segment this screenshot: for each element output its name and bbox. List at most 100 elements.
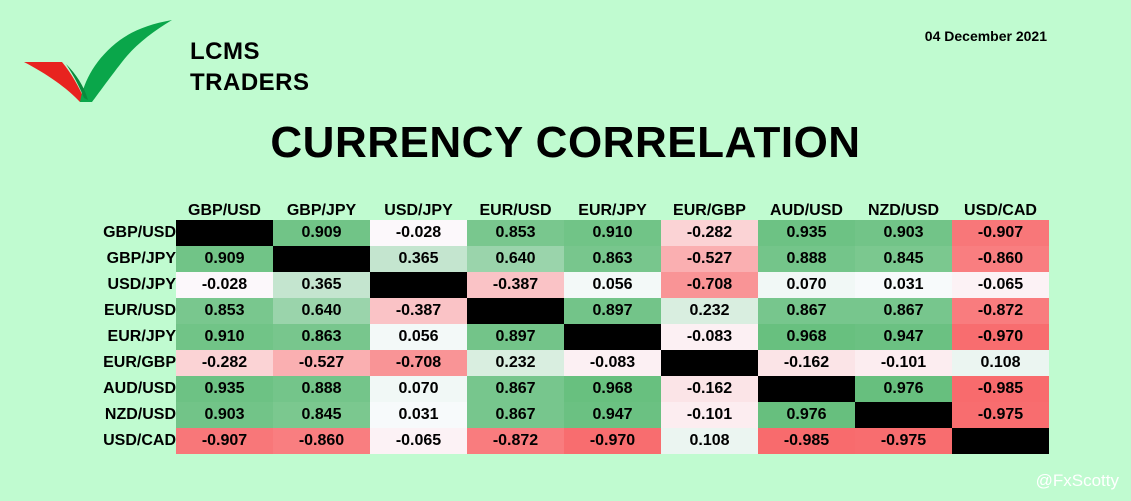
heatmap-cell-diagonal [176, 220, 273, 246]
heatmap-cell: 0.845 [273, 402, 370, 428]
heatmap-cell: -0.872 [952, 298, 1049, 324]
column-header-aud-usd: AUD/USD [770, 202, 843, 219]
row-header-gbp-jpy: GBP/JPY [106, 250, 176, 267]
table-row: GBP/USD 0.909 -0.028 0.853 0.910 -0.282 0.935 0… [80, 220, 1049, 246]
row-header-gbp-usd: GBP/USD [103, 224, 176, 241]
page-title: CURRENCY CORRELATION [270, 118, 861, 167]
heatmap-cell: 0.897 [467, 324, 564, 350]
heatmap-cell: 0.910 [564, 220, 661, 246]
heatmap-cell: -0.907 [952, 220, 1049, 246]
brand-name-line1: LCMS [190, 38, 260, 65]
heatmap-cell: -0.860 [273, 428, 370, 454]
heatmap-cell: 0.108 [952, 350, 1049, 376]
heatmap-cell-diagonal [564, 324, 661, 350]
heatmap-cell: 0.897 [564, 298, 661, 324]
heatmap-cell: 0.845 [855, 246, 952, 272]
row-header-usd-jpy: USD/JPY [107, 276, 176, 293]
heatmap-cell-diagonal [370, 272, 467, 298]
heatmap-cell-diagonal [855, 402, 952, 428]
heatmap-cell: -0.527 [273, 350, 370, 376]
table-row: EUR/USD 0.853 0.640 -0.387 0.897 0.232 0.867 0.… [80, 298, 1049, 324]
heatmap-cell: 0.903 [176, 402, 273, 428]
heatmap-cell: 0.888 [273, 376, 370, 402]
row-header-nzd-usd: NZD/USD [104, 406, 176, 423]
heatmap-cell: -0.387 [467, 272, 564, 298]
heatmap-cell: 0.867 [467, 376, 564, 402]
table-row: EUR/GBP -0.282 -0.527 -0.708 0.232 -0.083 -0.1… [80, 350, 1049, 376]
heatmap-cell: -0.708 [661, 272, 758, 298]
heatmap-cell: -0.387 [370, 298, 467, 324]
checkmark-logo-icon [24, 20, 172, 102]
heatmap-cell: 0.031 [855, 272, 952, 298]
column-header-gbp-jpy: GBP/JPY [286, 202, 357, 219]
heatmap-cell: -0.985 [952, 376, 1049, 402]
heatmap-cell: 0.853 [467, 220, 564, 246]
column-header-row: GBP/USD GBP/JPY USD/JPY EUR/USD EUR/JPY EUR/G… [80, 194, 1049, 220]
row-header-aud-usd: AUD/USD [103, 380, 176, 397]
correlation-heatmap: GBP/USD GBP/JPY USD/JPY EUR/USD EUR/JPY EUR/G… [80, 194, 1049, 454]
heatmap-cell: -0.527 [661, 246, 758, 272]
heatmap-cell: 0.935 [758, 220, 855, 246]
table-row: GBP/JPY 0.909 0.365 0.640 0.863 -0.527 0.888 0.… [80, 246, 1049, 272]
heatmap-cell: -0.101 [855, 350, 952, 376]
heatmap-cell: 0.365 [273, 272, 370, 298]
watermark: @FxScotty [1035, 471, 1119, 490]
heatmap-cell: -0.065 [952, 272, 1049, 298]
heatmap-cell: 0.056 [370, 324, 467, 350]
row-header-usd-cad: USD/CAD [103, 432, 176, 449]
heatmap-cell: -0.708 [370, 350, 467, 376]
heatmap-cell-diagonal [661, 350, 758, 376]
heatmap-cell: 0.070 [370, 376, 467, 402]
column-header-nzd-usd: NZD/USD [867, 202, 940, 219]
heatmap-cell: 0.867 [855, 298, 952, 324]
heatmap-cell: -0.975 [855, 428, 952, 454]
heatmap-cell: -0.101 [661, 402, 758, 428]
heatmap-cell-diagonal [467, 298, 564, 324]
row-header-eur-jpy: EUR/JPY [107, 328, 176, 345]
row-header-eur-gbp: EUR/GBP [103, 354, 176, 371]
heatmap-cell: -0.282 [176, 350, 273, 376]
heatmap-cell: -0.162 [661, 376, 758, 402]
heatmap-cell: 0.863 [273, 324, 370, 350]
table-row: AUD/USD 0.935 0.888 0.070 0.867 0.968 -0.162 0.… [80, 376, 1049, 402]
heatmap-cell: 0.070 [758, 272, 855, 298]
report-date: 04 December 2021 [924, 28, 1047, 44]
heatmap-cell: 0.056 [564, 272, 661, 298]
heatmap-cell: -0.162 [758, 350, 855, 376]
column-header-usd-jpy: USD/JPY [384, 202, 453, 219]
heatmap-cell: -0.985 [758, 428, 855, 454]
heatmap-cell: 0.909 [273, 220, 370, 246]
table-row: USD/JPY -0.028 0.365 -0.387 0.056 -0.708 0.070… [80, 272, 1049, 298]
heatmap-cell: -0.083 [564, 350, 661, 376]
column-header-usd-cad: USD/CAD [964, 202, 1037, 219]
column-header-eur-jpy: EUR/JPY [578, 202, 647, 219]
heatmap-cell: 0.903 [855, 220, 952, 246]
heatmap-cell: 0.365 [370, 246, 467, 272]
heatmap-cell: -0.065 [370, 428, 467, 454]
column-header-eur-usd: EUR/USD [479, 202, 552, 219]
column-header-eur-gbp: EUR/GBP [673, 202, 746, 219]
brand-name-line2: TRADERS [190, 69, 310, 96]
heatmap-cell: 0.640 [273, 298, 370, 324]
heatmap-cell-diagonal [758, 376, 855, 402]
heatmap-cell: -0.970 [564, 428, 661, 454]
heatmap-cell: 0.867 [467, 402, 564, 428]
heatmap-cell: 0.947 [564, 402, 661, 428]
heatmap-cell: 0.031 [370, 402, 467, 428]
brand-logo: LCMS TRADERS [22, 18, 312, 108]
heatmap-cell: -0.970 [952, 324, 1049, 350]
heatmap-cell: -0.907 [176, 428, 273, 454]
heatmap-cell: 0.976 [758, 402, 855, 428]
heatmap-cell: -0.282 [661, 220, 758, 246]
heatmap-cell: 0.232 [661, 298, 758, 324]
row-header-eur-usd: EUR/USD [103, 302, 176, 319]
heatmap-cell: 0.947 [855, 324, 952, 350]
heatmap-cell: 0.232 [467, 350, 564, 376]
heatmap-cell: 0.968 [758, 324, 855, 350]
heatmap-cell-diagonal [952, 428, 1049, 454]
heatmap-body: GBP/USD 0.909 -0.028 0.853 0.910 -0.282 0.935 0… [80, 220, 1049, 454]
heatmap-cell: 0.108 [661, 428, 758, 454]
column-header-gbp-usd: GBP/USD [188, 202, 261, 219]
heatmap-cell: 0.910 [176, 324, 273, 350]
heatmap-cell: 0.853 [176, 298, 273, 324]
